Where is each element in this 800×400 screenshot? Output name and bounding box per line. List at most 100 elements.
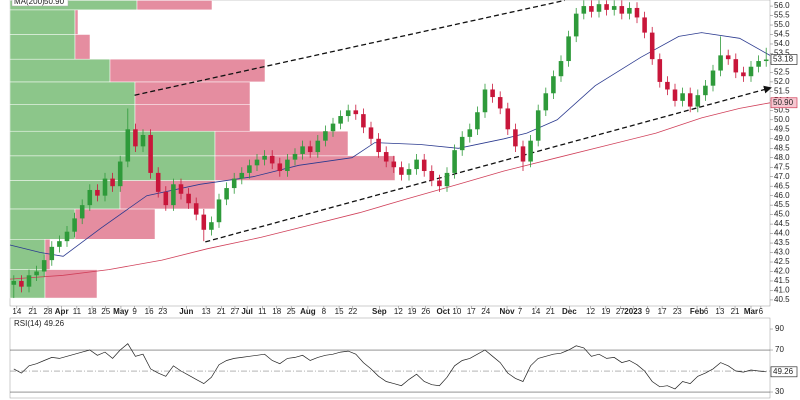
x-tick-label: 14 xyxy=(531,307,540,316)
x-tick-label: 25 xyxy=(101,307,110,316)
candle-body xyxy=(307,146,313,153)
x-tick-label: 27 xyxy=(231,307,240,316)
profile-down xyxy=(44,269,98,299)
x-tick-label: Aug xyxy=(300,307,316,316)
y-tick-label: 52.5 xyxy=(774,68,790,77)
candle-body xyxy=(269,155,275,164)
x-tick-label: 13 xyxy=(715,307,724,316)
candle-body xyxy=(475,112,480,130)
last-price-label: 53.18 xyxy=(773,55,794,64)
profile-down xyxy=(136,0,213,11)
x-tick-label: 27 xyxy=(616,307,625,316)
trendline xyxy=(205,85,772,243)
x-tick-label: 19 xyxy=(601,307,610,316)
candle-body xyxy=(399,167,404,175)
profile-up xyxy=(9,81,136,105)
x-tick-label: 15 xyxy=(335,307,344,316)
candle-body xyxy=(513,129,518,147)
candle-body xyxy=(209,222,214,230)
candle-body xyxy=(581,6,587,14)
profile-down xyxy=(214,130,349,157)
x-tick-label: Nov xyxy=(499,307,515,316)
candle-body xyxy=(330,123,336,132)
x-tick-label: 10 xyxy=(452,307,461,316)
x-tick-label: 26 xyxy=(421,307,430,316)
candle-body xyxy=(741,72,746,77)
profile-down xyxy=(134,81,251,105)
x-tick-label: 2023 xyxy=(624,307,642,316)
y-tick-label: 42.0 xyxy=(774,267,790,276)
rsi-panel xyxy=(9,317,771,399)
x-tick-label: 18 xyxy=(88,307,97,316)
x-tick-label: 22 xyxy=(348,307,357,316)
y-tick-label: 48.0 xyxy=(774,153,790,162)
candle-body xyxy=(695,95,701,107)
profile-down xyxy=(134,104,251,132)
x-tick-label: 21 xyxy=(731,307,740,316)
y-tick-label: 54.5 xyxy=(774,30,790,39)
x-tick-label: 11 xyxy=(73,307,82,316)
candle-body xyxy=(490,89,495,98)
last-price-box xyxy=(770,54,798,65)
rsi-tick-label: 70 xyxy=(775,345,784,354)
candle-body xyxy=(186,193,191,204)
candle-body xyxy=(573,13,579,37)
y-tick-label: 43.5 xyxy=(774,238,790,247)
candle-body xyxy=(657,59,663,82)
candle-body xyxy=(535,110,541,141)
x-tick-label: 23 xyxy=(673,307,682,316)
x-tick-label: Oct xyxy=(437,307,451,316)
x-tick-label: 8 xyxy=(322,307,327,316)
candle-body xyxy=(361,114,366,128)
candle-body xyxy=(155,172,161,192)
candle-body xyxy=(368,127,374,139)
candle-body xyxy=(26,275,32,287)
x-tick-label: Apr xyxy=(55,307,69,316)
profile-down xyxy=(109,58,266,83)
candle-body xyxy=(87,189,93,206)
profile-up xyxy=(9,34,76,60)
x-tick-label: 25 xyxy=(287,307,296,316)
candle-body xyxy=(748,66,754,77)
x-tick-label: 17 xyxy=(467,307,476,316)
candle-body xyxy=(148,134,153,173)
candle-body xyxy=(642,17,647,33)
profile-up xyxy=(9,104,136,132)
candle-body xyxy=(763,59,769,62)
candle-body xyxy=(140,134,146,147)
profile-up xyxy=(9,130,216,157)
rsi-last-label: 49.26 xyxy=(773,367,794,376)
candle-body xyxy=(201,214,207,230)
x-tick-label: 18 xyxy=(272,307,281,316)
candle-body xyxy=(353,110,359,115)
y-tick-label: 46.5 xyxy=(774,181,790,190)
candle-body xyxy=(703,85,708,96)
x-tick-label: 6 xyxy=(759,307,764,316)
x-tick-label: 23 xyxy=(158,307,167,316)
x-tick-label: 11 xyxy=(258,307,267,316)
x-tick-label: 17 xyxy=(658,307,667,316)
candle-body xyxy=(391,161,397,168)
x-tick-label: 12 xyxy=(394,307,403,316)
x-tick-label: 12 xyxy=(586,307,595,316)
y-tick-label: 48.5 xyxy=(774,143,790,152)
candle-body xyxy=(216,199,222,223)
candle-body xyxy=(315,140,321,153)
y-tick-label: 46.0 xyxy=(774,191,790,200)
y-tick-label: 49.0 xyxy=(774,134,790,143)
x-tick-label: 16 xyxy=(145,307,154,316)
candle-body xyxy=(383,152,389,162)
candle-body xyxy=(756,61,761,67)
candle-body xyxy=(49,246,55,261)
y-tick-label: 45.5 xyxy=(774,200,790,209)
x-tick-label: 7 xyxy=(518,307,523,316)
candle-body xyxy=(19,280,24,287)
candle-body xyxy=(627,7,632,14)
ma-end-box xyxy=(770,97,798,109)
profile-up xyxy=(9,58,111,83)
candle-body xyxy=(467,129,473,137)
candle-body xyxy=(338,116,343,124)
candle-body xyxy=(64,231,70,242)
candle-body xyxy=(406,169,412,175)
